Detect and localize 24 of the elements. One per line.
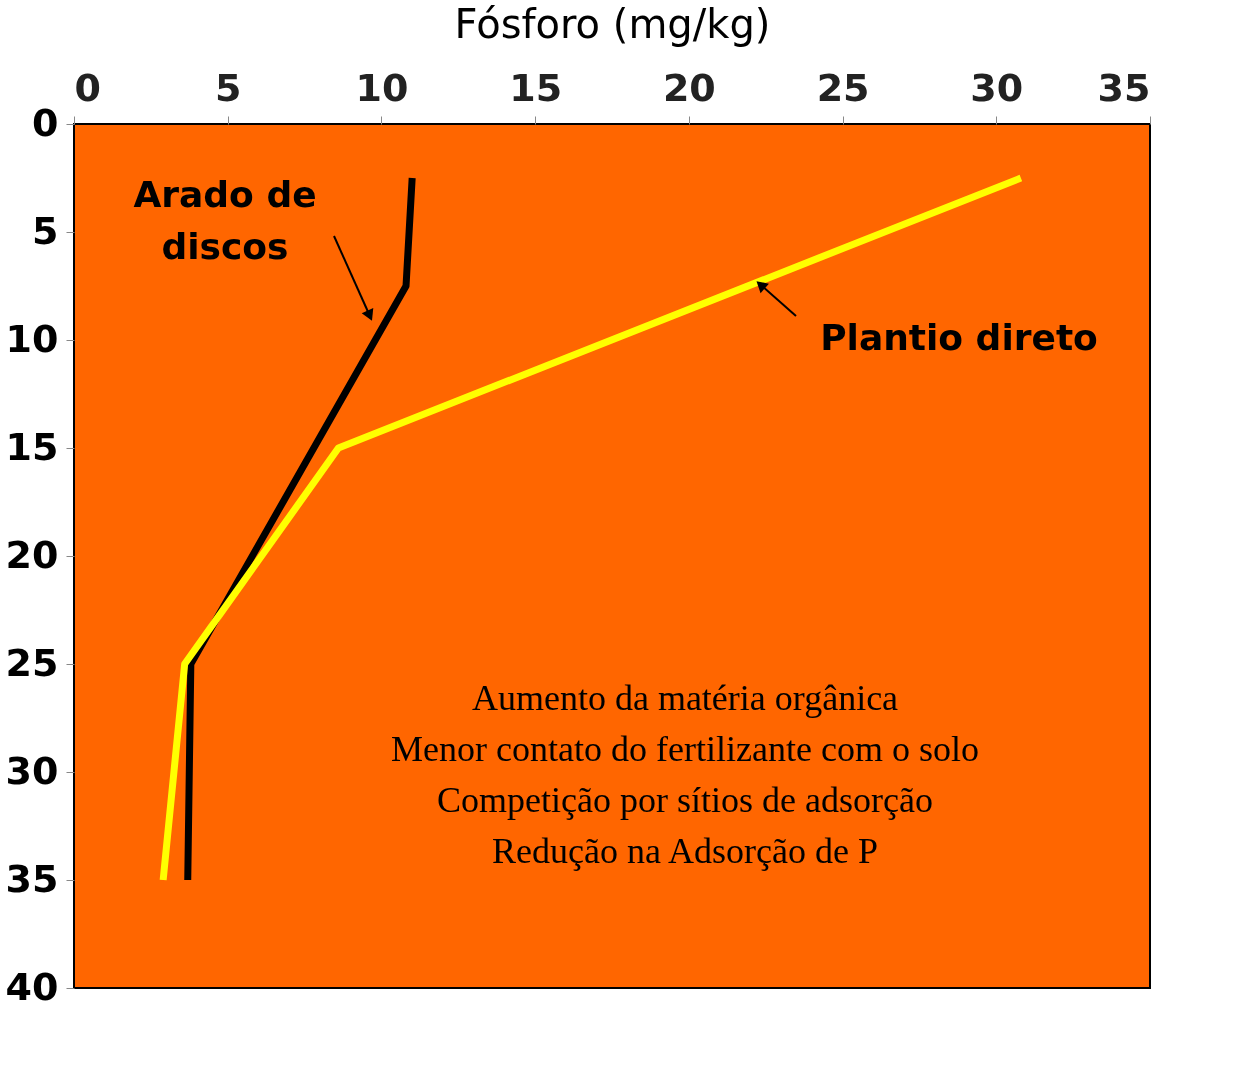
annotation: Competição por sítios de adsorção (437, 780, 933, 820)
y-tick-label: 25 (5, 640, 59, 685)
x-tick-label: 0 (74, 65, 101, 110)
text: Arado de discos (133, 174, 317, 267)
x-tick-label: 20 (662, 65, 716, 110)
x-tick-label: 25 (816, 65, 870, 110)
y-tick-label: 40 (5, 964, 59, 1009)
x-tick-label: 10 (355, 65, 409, 110)
x-tick-label: 30 (970, 65, 1024, 110)
annotation: Aumento da matéria orgânica (471, 678, 899, 718)
y-tick-label: 20 (5, 532, 59, 577)
series-label: Plantio direto (820, 317, 1098, 358)
x-tick-label: 35 (1097, 65, 1151, 110)
y-tick-label: 0 (32, 100, 59, 145)
x-tick-label: 15 (509, 65, 563, 110)
y-tick-label: 30 (5, 748, 59, 793)
y-tick-label: 15 (5, 424, 59, 469)
y-tick-label: 35 (5, 856, 59, 901)
annotation: Menor contato do fertilizante com o solo (391, 729, 979, 769)
annotation: Redução na Adsorção de P (492, 831, 878, 871)
x-tick-label: 5 (214, 65, 242, 110)
y-tick-label: 10 (5, 316, 59, 361)
x-axis-title: Fósforo (mg/kg) (454, 0, 771, 47)
y-tick-label: 5 (32, 208, 59, 253)
